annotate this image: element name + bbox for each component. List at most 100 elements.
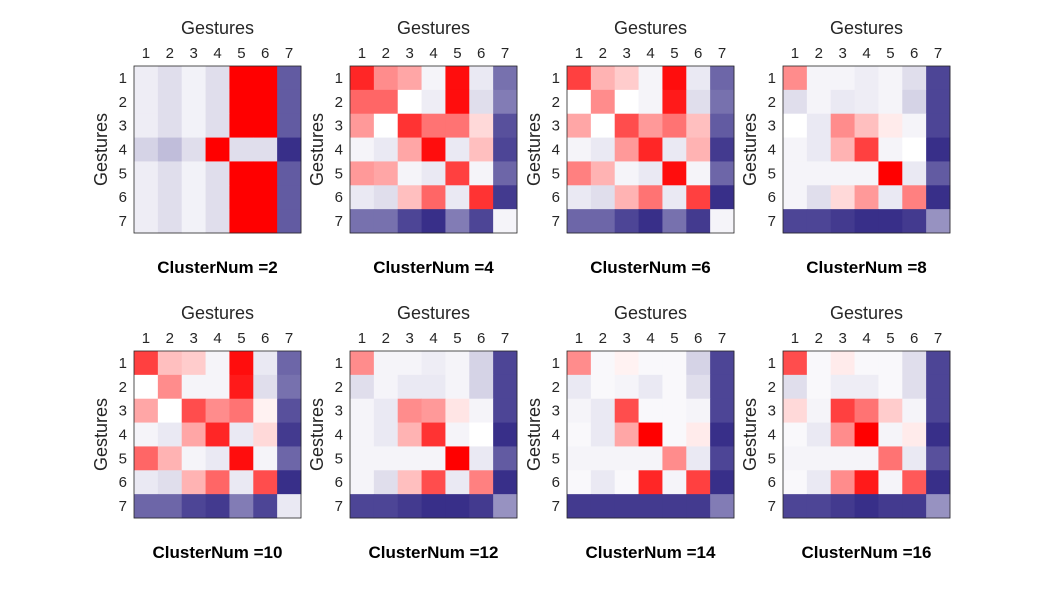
panel-8-cell-r7-c4 bbox=[854, 494, 879, 519]
panel-8-x-tick-5: 5 bbox=[886, 330, 894, 347]
panel-4-x-tick-7: 7 bbox=[934, 45, 942, 62]
panel-3-cell-r4-c6 bbox=[686, 137, 711, 162]
panel-8-cell-r7-c6 bbox=[902, 494, 927, 519]
panel-6-cell-r5-c2 bbox=[373, 446, 399, 471]
panel-6-cell-r4-c2 bbox=[373, 422, 399, 447]
panel-6-cell-r1-c4 bbox=[421, 351, 446, 376]
panel-2-cell-r2-c6 bbox=[469, 89, 494, 115]
panel-7-cell-r4-c2 bbox=[590, 422, 616, 447]
panel-6-cell-r2-c5 bbox=[445, 374, 470, 400]
panel-8-cell-r5-c4 bbox=[854, 446, 879, 471]
panel-3-cell-r7-c1 bbox=[567, 209, 592, 234]
panel-5-y-tick-6: 6 bbox=[119, 474, 127, 491]
panel-4-cell-r4-c2 bbox=[806, 137, 832, 162]
panel-1-cell-r7-c6 bbox=[253, 209, 278, 234]
panel-7-cell-r5-c5 bbox=[662, 446, 687, 471]
panel-4-cell-r3-c4 bbox=[854, 113, 879, 138]
panel-3-cell-r3-c2 bbox=[590, 113, 616, 138]
panel-4-cell-r7-c5 bbox=[878, 209, 903, 234]
panel-3-cell-r1-c7 bbox=[710, 66, 735, 91]
panel-8-cell-r2-c4 bbox=[854, 374, 879, 400]
panel-6-y-axis-label: Gestures bbox=[307, 398, 327, 471]
panel-6-cell-r7-c2 bbox=[373, 494, 399, 519]
panel-6-cell-r2-c4 bbox=[421, 374, 446, 400]
panel-6-x-tick-3: 3 bbox=[405, 330, 413, 347]
panel-4-cell-r6-c7 bbox=[926, 185, 951, 210]
panel-7-cell-r6-c7 bbox=[710, 470, 735, 495]
panel-1-cell-r5-c3 bbox=[181, 161, 206, 186]
panel-3-cell-r5-c7 bbox=[710, 161, 735, 186]
panel-6-x-tick-4: 4 bbox=[429, 330, 437, 347]
panel-5-cell-r1-c6 bbox=[253, 351, 278, 376]
panel-8-cell-r7-c5 bbox=[878, 494, 903, 519]
panel-2-cell-r5-c3 bbox=[397, 161, 422, 186]
panel-7-cell-r1-c2 bbox=[590, 351, 616, 376]
panel-6-cell-r1-c7 bbox=[493, 351, 518, 376]
panel-2-cell-r7-c4 bbox=[421, 209, 446, 234]
panel-2-cell-r4-c1 bbox=[350, 137, 375, 162]
panel-5-cell-r4-c7 bbox=[277, 422, 302, 447]
panel-8-cell-r2-c2 bbox=[806, 374, 832, 400]
panel-5-cell-r5-c6 bbox=[253, 446, 278, 471]
panel-2-cell-r6-c6 bbox=[469, 185, 494, 210]
panel-3-y-tick-2: 2 bbox=[552, 94, 560, 111]
panel-3-cell-r3-c4 bbox=[638, 113, 663, 138]
panel-7-cell-r7-c3 bbox=[614, 494, 639, 519]
panel-6-cell-r6-c2 bbox=[373, 470, 399, 495]
panel-8-cell-r4-c4 bbox=[854, 422, 879, 447]
panel-4-cell-r3-c6 bbox=[902, 113, 927, 138]
panel-7-cell-r6-c1 bbox=[567, 470, 592, 495]
panel-7-cell-r1-c7 bbox=[710, 351, 735, 376]
panel-3-cell-r4-c1 bbox=[567, 137, 592, 162]
panel-5-cell-r6-c1 bbox=[134, 470, 159, 495]
panel-8-x-tick-3: 3 bbox=[838, 330, 846, 347]
panel-8-y-axis-label: Gestures bbox=[740, 398, 760, 471]
panel-3-cell-r3-c7 bbox=[710, 113, 735, 138]
panel-7-caption: ClusterNum =14 bbox=[586, 543, 716, 562]
panel-1-y-tick-3: 3 bbox=[119, 118, 127, 135]
panel-6-cell-r4-c7 bbox=[493, 422, 518, 447]
panel-1-cell-r1-c1 bbox=[134, 66, 159, 91]
panel-7-cell-r6-c5 bbox=[662, 470, 687, 495]
panel-5-frame bbox=[133, 350, 302, 519]
panel-3-cell-r1-c1 bbox=[567, 66, 592, 91]
panel-1-cell-r3-c3 bbox=[181, 113, 206, 138]
panel-2-cell-r3-c7 bbox=[493, 113, 518, 138]
panel-3-cell-r7-c3 bbox=[614, 209, 639, 234]
panel-4-cell-r3-c5 bbox=[878, 113, 903, 138]
panel-5-x-tick-5: 5 bbox=[237, 330, 245, 347]
panel-3-cell-r1-c5 bbox=[662, 66, 687, 91]
panel-6-x-tick-5: 5 bbox=[453, 330, 461, 347]
panel-6-cell-r2-c3 bbox=[397, 374, 422, 400]
panel-3-y-tick-6: 6 bbox=[552, 189, 560, 206]
panel-5-cell-r7-c7 bbox=[277, 494, 302, 519]
panel-2-cell-r5-c5 bbox=[445, 161, 470, 186]
panel-7-cell-r2-c1 bbox=[567, 374, 592, 400]
panel-3-y-tick-7: 7 bbox=[552, 213, 560, 230]
panel-4-cell-r4-c5 bbox=[878, 137, 903, 162]
panel-6-cell-r7-c4 bbox=[421, 494, 446, 519]
panel-7-cell-r1-c4 bbox=[638, 351, 663, 376]
panel-3-x-tick-1: 1 bbox=[575, 45, 583, 62]
panel-5-cell-r6-c6 bbox=[253, 470, 278, 495]
panel-6-cell-r5-c6 bbox=[469, 446, 494, 471]
panel-8-cell-r3-c1 bbox=[783, 398, 808, 423]
panel-2-cell-r1-c1 bbox=[350, 66, 375, 91]
panel-8-cell-r6-c4 bbox=[854, 470, 879, 495]
panel-3-cell-r7-c5 bbox=[662, 209, 687, 234]
panel-1-cell-r1-c5 bbox=[229, 66, 254, 91]
panel-7-cell-r3-c5 bbox=[662, 398, 687, 423]
panel-3-cell-r6-c2 bbox=[590, 185, 616, 210]
panel-2-y-tick-4: 4 bbox=[335, 142, 343, 159]
panel-5-cell-r3-c7 bbox=[277, 398, 302, 423]
panel-2-cell-r3-c2 bbox=[373, 113, 399, 138]
panel-1-cell-r6-c3 bbox=[181, 185, 206, 210]
panel-4-x-tick-6: 6 bbox=[910, 45, 918, 62]
panel-8-cell-r7-c1 bbox=[783, 494, 808, 519]
panel-4-cell-r1-c5 bbox=[878, 66, 903, 91]
panel-5-cell-r4-c2 bbox=[157, 422, 183, 447]
panel-4-cell-r7-c3 bbox=[830, 209, 855, 234]
panel-8-cell-r7-c7 bbox=[926, 494, 951, 519]
panel-2-cell-r7-c7 bbox=[493, 209, 518, 234]
panel-2-x-tick-4: 4 bbox=[429, 45, 437, 62]
